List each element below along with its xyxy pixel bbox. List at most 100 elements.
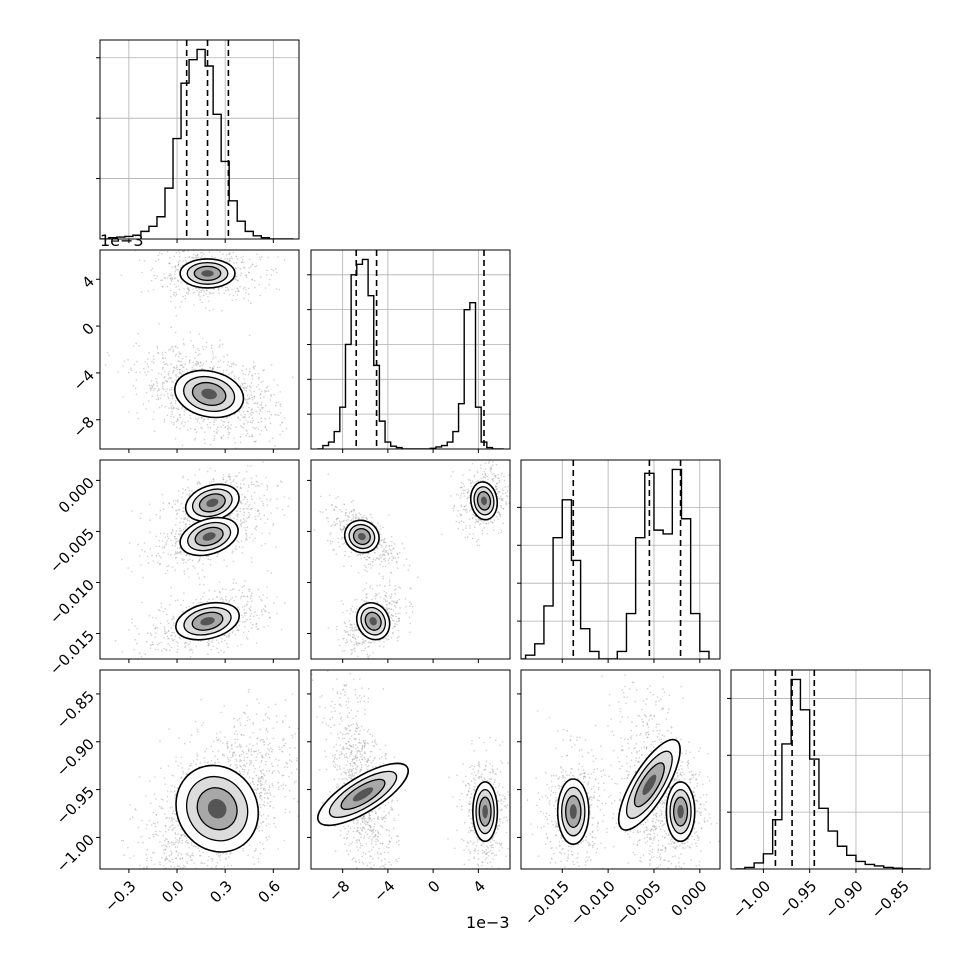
sample-point xyxy=(167,377,170,380)
sample-point xyxy=(182,521,185,523)
sample-point xyxy=(249,368,251,370)
sample-point xyxy=(169,289,172,292)
sample-point xyxy=(194,357,196,359)
sample-point xyxy=(177,599,179,601)
sample-point xyxy=(153,430,156,433)
sample-point xyxy=(239,487,242,490)
sample-point xyxy=(233,517,235,520)
sample-point xyxy=(331,504,333,507)
sample-point xyxy=(473,514,476,517)
sample-point xyxy=(357,644,359,646)
sample-point xyxy=(189,427,192,430)
sample-point xyxy=(382,550,384,553)
sample-point xyxy=(138,652,141,654)
sample-point xyxy=(163,839,166,842)
sample-point xyxy=(383,548,386,550)
sample-point xyxy=(171,638,173,640)
sample-point xyxy=(390,549,392,552)
corner-panels xyxy=(96,39,931,873)
sample-point xyxy=(265,610,267,613)
sample-point xyxy=(179,427,181,430)
sample-point xyxy=(185,525,188,528)
sample-point xyxy=(240,487,242,490)
sample-point xyxy=(229,514,231,517)
sample-point xyxy=(157,352,160,355)
sample-point xyxy=(166,565,168,568)
sample-point xyxy=(349,613,351,615)
sample-point xyxy=(390,617,393,619)
sample-point xyxy=(278,772,280,774)
sample-point xyxy=(162,382,164,384)
sample-point xyxy=(202,595,204,598)
sample-point xyxy=(351,605,354,608)
sample-point xyxy=(171,528,174,531)
sample-point xyxy=(167,392,169,395)
sample-point xyxy=(238,589,241,592)
sample-point xyxy=(268,410,271,413)
sample-point xyxy=(241,383,244,386)
sample-point xyxy=(251,481,253,483)
sample-point xyxy=(405,558,408,560)
sample-point xyxy=(149,802,152,804)
sample-point xyxy=(154,636,156,638)
sample-point xyxy=(196,418,199,421)
sample-point xyxy=(117,371,119,373)
sample-point xyxy=(248,511,250,514)
sample-point xyxy=(369,513,372,516)
sample-point xyxy=(163,276,166,279)
sample-point xyxy=(184,408,186,411)
sample-point xyxy=(277,788,280,791)
sample-point xyxy=(379,596,382,598)
sample-point xyxy=(247,402,249,405)
sample-point xyxy=(258,792,261,795)
sample-point xyxy=(275,402,278,404)
sample-point xyxy=(482,476,485,479)
sample-point xyxy=(253,491,256,494)
sample-point xyxy=(161,353,164,356)
sample-point xyxy=(171,544,174,547)
sample-point xyxy=(166,414,169,417)
sample-point xyxy=(365,516,368,519)
sample-point xyxy=(350,501,353,503)
sample-point xyxy=(223,634,226,637)
sample-point xyxy=(246,498,248,501)
sample-point xyxy=(355,629,358,631)
sample-point xyxy=(203,290,205,293)
sample-point xyxy=(173,421,175,424)
sample-point xyxy=(485,522,488,524)
sample-point xyxy=(477,518,480,520)
sample-point xyxy=(249,606,252,608)
sample-point xyxy=(192,651,194,654)
sample-point xyxy=(268,417,271,420)
sample-point xyxy=(174,600,177,602)
sample-point xyxy=(259,518,262,520)
sample-point xyxy=(238,472,240,474)
sample-point xyxy=(200,598,202,600)
sample-point xyxy=(246,401,248,403)
sample-point xyxy=(223,355,225,358)
sample-point xyxy=(460,514,463,516)
sample-point xyxy=(399,587,402,589)
sample-point xyxy=(185,355,187,358)
sample-point xyxy=(239,500,242,502)
sample-point xyxy=(505,502,507,505)
sample-point xyxy=(239,724,242,727)
sample-point xyxy=(161,650,163,652)
sample-point xyxy=(223,651,225,653)
sample-point xyxy=(396,567,399,569)
sample-point xyxy=(195,418,197,420)
sample-point xyxy=(191,256,193,259)
sample-point xyxy=(187,479,189,481)
sample-point xyxy=(246,398,248,401)
panel-frame xyxy=(520,459,721,660)
sample-point xyxy=(384,594,387,597)
sample-point xyxy=(495,463,498,466)
sample-point xyxy=(460,495,462,497)
sample-point xyxy=(471,516,474,519)
sample-point xyxy=(276,485,279,487)
sample-point xyxy=(373,552,376,554)
sample-point xyxy=(236,540,239,542)
sample-point xyxy=(144,550,146,553)
sample-point xyxy=(244,286,246,289)
sample-point xyxy=(283,496,286,498)
